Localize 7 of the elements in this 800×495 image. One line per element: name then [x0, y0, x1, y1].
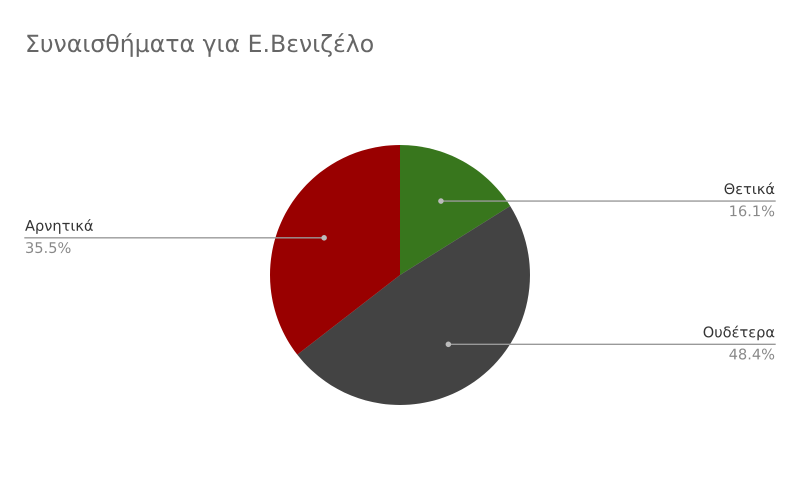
chart-title: Συναισθήματα για Ε.Βενιζέλο: [27, 33, 373, 57]
slice-label: Ουδέτερα: [704, 326, 774, 340]
slice-label: Θετικά: [724, 182, 774, 194]
data-label: 48.4%: [729, 348, 774, 360]
data-label: 16.1%: [730, 205, 774, 216]
slice-label: Αρνητικά: [25, 219, 93, 234]
data-label: 35.5%: [26, 242, 71, 254]
